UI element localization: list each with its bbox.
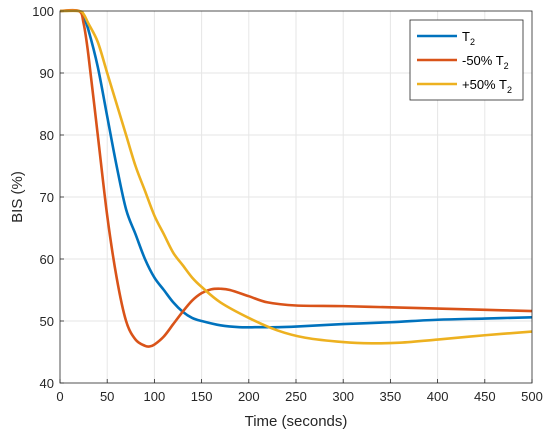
axis-ticks: 0 50 100 150 200 250 300 350 400 450 500 40 50 60 70 80…: [32, 4, 543, 404]
series-t2-line: [59, 9, 533, 329]
x-tick-label: 50: [100, 389, 114, 404]
legend-entry-label: T2: [462, 29, 475, 47]
x-tick-label: 400: [427, 389, 449, 404]
legend-entry-subscript: 2: [504, 61, 509, 71]
x-tick-label: 300: [332, 389, 354, 404]
x-tick-label: 250: [285, 389, 307, 404]
y-tick-label: 80: [40, 128, 54, 143]
y-tick-label: 40: [40, 376, 54, 391]
x-tick-label: 150: [191, 389, 213, 404]
x-tick-label: 350: [380, 389, 402, 404]
legend-entry-name: -50% T: [462, 53, 504, 68]
legend-entry-name: T: [462, 29, 470, 44]
legend-entry-name: +50% T: [462, 77, 507, 92]
x-tick-label: 200: [238, 389, 260, 404]
y-tick-label: 50: [40, 314, 54, 329]
x-tick-label: 0: [56, 389, 63, 404]
legend-entry-label: -50% T2: [462, 53, 509, 71]
y-tick-label: 70: [40, 190, 54, 205]
y-tick-label: 100: [32, 4, 54, 19]
series-plus50-t2-line: [59, 9, 533, 345]
y-axis-label: BIS (%): [9, 171, 26, 223]
legend-entry-subscript: 2: [507, 85, 512, 95]
y-tick-label: 60: [40, 252, 54, 267]
legend: T2-50% T2+50% T2: [409, 19, 524, 101]
x-tick-label: 500: [521, 389, 543, 404]
y-tick-label: 90: [40, 66, 54, 81]
series-layer: [59, 8, 533, 348]
legend-entry-label: +50% T2: [462, 77, 512, 95]
x-tick-label: 450: [474, 389, 496, 404]
x-axis-label: Time (seconds): [245, 413, 348, 430]
series-minus50-t2-line: [59, 8, 533, 348]
x-tick-label: 100: [144, 389, 166, 404]
legend-entry-subscript: 2: [470, 37, 475, 47]
